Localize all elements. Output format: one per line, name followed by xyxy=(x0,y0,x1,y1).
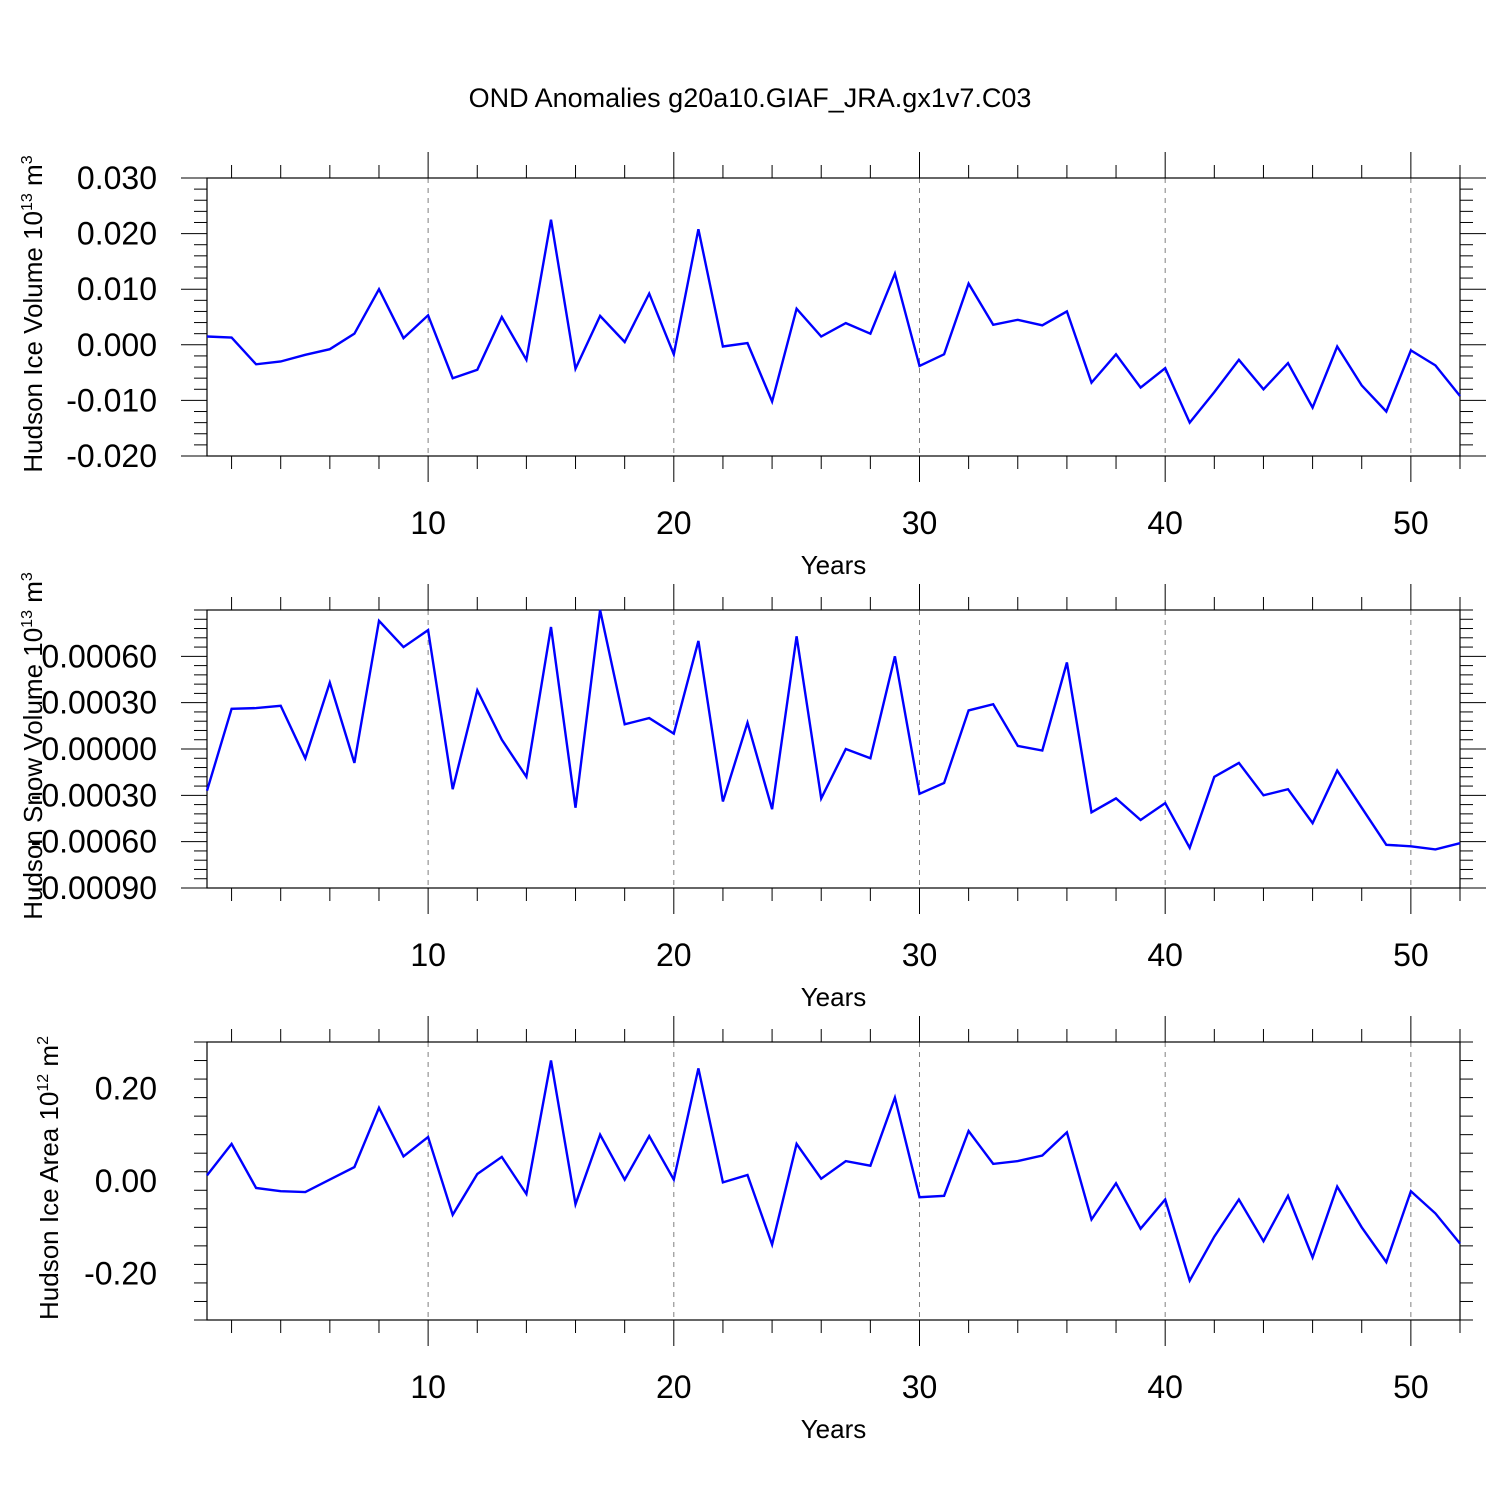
y-axis-title: Hudson Snow Volume 1013 m3 xyxy=(18,572,48,920)
x-tick-label: 10 xyxy=(410,1369,446,1405)
y-tick-label: -0.020 xyxy=(66,438,157,474)
x-tick-label: 50 xyxy=(1393,937,1429,973)
chart-title: OND Anomalies g20a10.GIAF_JRA.gx1v7.C03 xyxy=(469,83,1032,113)
x-axis-title: Years xyxy=(801,550,867,580)
series-line xyxy=(206,1060,1461,1284)
x-tick-label: 30 xyxy=(902,937,938,973)
chart-panel-2: -0.00090 -0.00060 -0.00030 0.00000 0.00030 0.… xyxy=(18,572,1486,1012)
y-tick-label: -0.00090 xyxy=(31,870,157,906)
y-tick-label: 0.030 xyxy=(77,160,157,196)
y-tick-label: -0.00030 xyxy=(31,777,157,813)
y-tick-label: -0.20 xyxy=(84,1256,157,1292)
x-tick-label: 40 xyxy=(1147,505,1183,541)
x-axis-title: Years xyxy=(801,982,867,1012)
chart-panel-3: -0.20 0.00 0.20 10 20 30 40 50 Years Hudson Ice A… xyxy=(34,1016,1473,1444)
y-tick-label: -0.00060 xyxy=(31,824,157,860)
x-tick-label: 50 xyxy=(1393,505,1429,541)
x-tick-label: 20 xyxy=(656,1369,692,1405)
y-tick-label: 0.00030 xyxy=(41,685,157,721)
y-axis-title: Hudson Ice Area 1012 m2 xyxy=(34,1036,64,1320)
plot-frame xyxy=(206,609,1461,889)
y-tick-label: 0.20 xyxy=(95,1070,157,1106)
plot-frame xyxy=(206,177,1461,457)
x-tick-label: 10 xyxy=(410,505,446,541)
x-axis-title: Years xyxy=(801,1414,867,1444)
y-tick-label: -0.010 xyxy=(66,382,157,418)
y-axis-title: Hudson Ice Volume 1013 m3 xyxy=(18,155,48,472)
y-tick-label: 0.00 xyxy=(95,1163,157,1199)
y-tick-label: 0.000 xyxy=(77,327,157,363)
y-tick-label: 0.020 xyxy=(77,216,157,252)
chart-panel-1: -0.020 -0.010 0.000 0.010 0.020 0.030 10 20 30 40… xyxy=(18,152,1486,580)
x-tick-label: 50 xyxy=(1393,1369,1429,1405)
x-tick-label: 30 xyxy=(902,1369,938,1405)
y-tick-label: 0.00000 xyxy=(41,731,157,767)
x-tick-label: 10 xyxy=(410,937,446,973)
y-tick-label: 0.010 xyxy=(77,271,157,307)
series-line xyxy=(205,609,1461,851)
x-tick-label: 20 xyxy=(656,505,692,541)
x-tick-label: 40 xyxy=(1147,937,1183,973)
x-tick-label: 30 xyxy=(902,505,938,541)
plot-frame xyxy=(206,1041,1461,1321)
series-line xyxy=(206,219,1461,425)
x-tick-label: 40 xyxy=(1147,1369,1183,1405)
x-tick-label: 20 xyxy=(656,937,692,973)
chart-panels: -0.020 -0.010 0.000 0.010 0.020 0.030 10 20 30 40… xyxy=(18,152,1486,1444)
y-tick-label: 0.00060 xyxy=(41,638,157,674)
